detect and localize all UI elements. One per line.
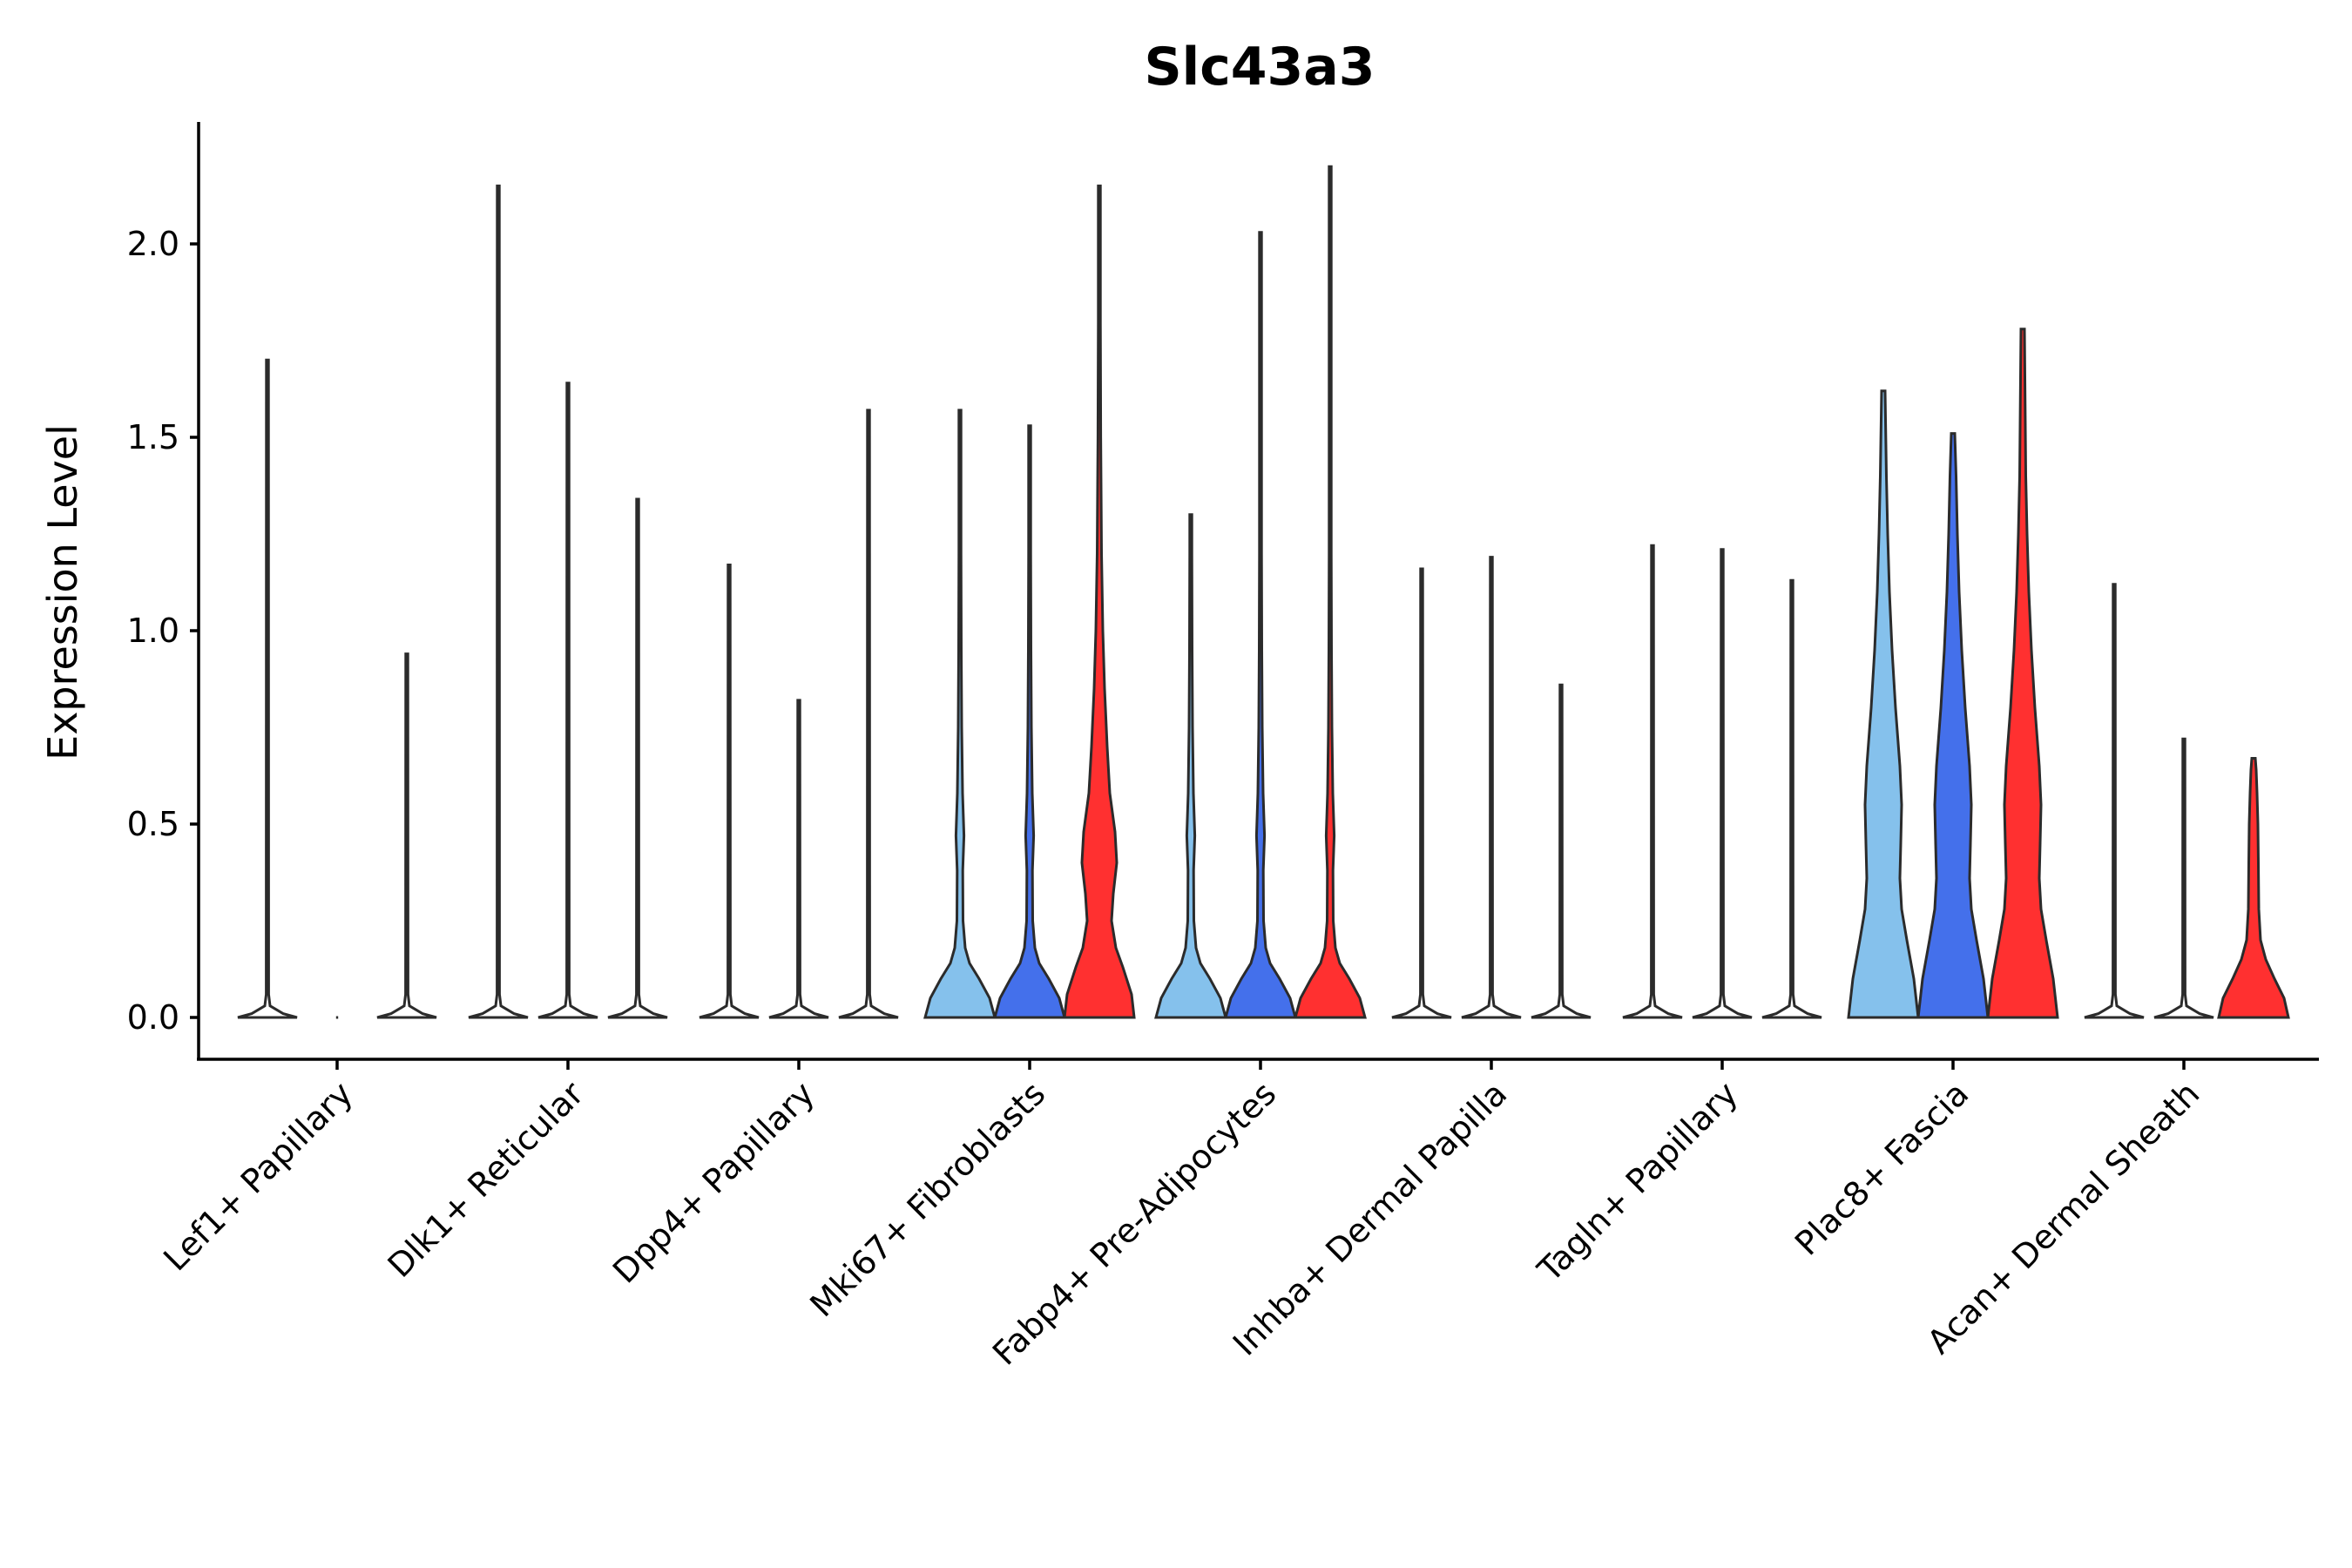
violin-2-2 bbox=[537, 382, 598, 1019]
x-tick-label: Dpp4+ Papillary bbox=[605, 1074, 821, 1290]
violin-5-1 bbox=[1154, 513, 1227, 1019]
violin-6-2 bbox=[1461, 556, 1522, 1019]
violin-9-2 bbox=[2153, 737, 2214, 1019]
violin-2-1 bbox=[468, 184, 529, 1019]
violin-9-3 bbox=[2217, 757, 2290, 1019]
violin-8-1 bbox=[1847, 389, 1920, 1019]
violins-layer bbox=[237, 165, 2290, 1019]
x-tick-label: Dlk1+ Reticular bbox=[381, 1074, 591, 1285]
violin-1-3 bbox=[376, 652, 437, 1019]
violin-3-3 bbox=[838, 409, 899, 1019]
violin-7-1 bbox=[1622, 544, 1683, 1019]
x-tick-label: Tagln+ Papillary bbox=[1530, 1074, 1745, 1289]
x-tick-label: Lef1+ Papillary bbox=[156, 1074, 360, 1278]
axes-layer bbox=[197, 122, 2319, 1061]
y-tick-label: 0.5 bbox=[127, 805, 179, 843]
violin-5-3 bbox=[1294, 165, 1367, 1019]
y-tick-label: 2.0 bbox=[127, 225, 179, 263]
violin-3-1 bbox=[699, 564, 760, 1019]
violin-6-1 bbox=[1391, 567, 1452, 1019]
x-tick-label: Acan+ Dermal Sheath bbox=[1920, 1074, 2207, 1361]
violin-2-3 bbox=[607, 497, 668, 1019]
x-tick-label: Inhba+ Dermal Papilla bbox=[1226, 1074, 1515, 1363]
y-ticks: 0.0 0.5 1.0 1.5 2.0 bbox=[127, 225, 199, 1037]
violin-4-1 bbox=[923, 409, 997, 1019]
y-tick-label: 0.0 bbox=[127, 998, 179, 1037]
x-tick-label: Plac8+ Fascia bbox=[1788, 1074, 1976, 1262]
violin-7-2 bbox=[1692, 548, 1753, 1019]
violin-3-2 bbox=[768, 699, 829, 1019]
violin-8-2 bbox=[1916, 432, 1990, 1019]
x-ticks: Lef1+ Papillary Dlk1+ Reticular Dpp4+ Papi… bbox=[156, 1059, 2207, 1373]
violin-9-1 bbox=[2084, 583, 2145, 1019]
violin-4-3 bbox=[1063, 184, 1136, 1019]
violin-6-3 bbox=[1531, 683, 1592, 1019]
chart-title: Slc43a3 bbox=[1144, 37, 1375, 98]
violin-4-2 bbox=[993, 424, 1066, 1019]
y-axis-title: Expression Level bbox=[39, 424, 86, 760]
violin-1-1 bbox=[237, 358, 298, 1019]
violin-8-3 bbox=[1986, 328, 2059, 1019]
violin-7-3 bbox=[1761, 578, 1822, 1019]
y-tick-label: 1.0 bbox=[127, 612, 179, 650]
y-tick-label: 1.5 bbox=[127, 418, 179, 456]
violin-5-2 bbox=[1224, 231, 1297, 1019]
x-tick-label: Mki67+ Fibroblasts bbox=[802, 1074, 1052, 1324]
